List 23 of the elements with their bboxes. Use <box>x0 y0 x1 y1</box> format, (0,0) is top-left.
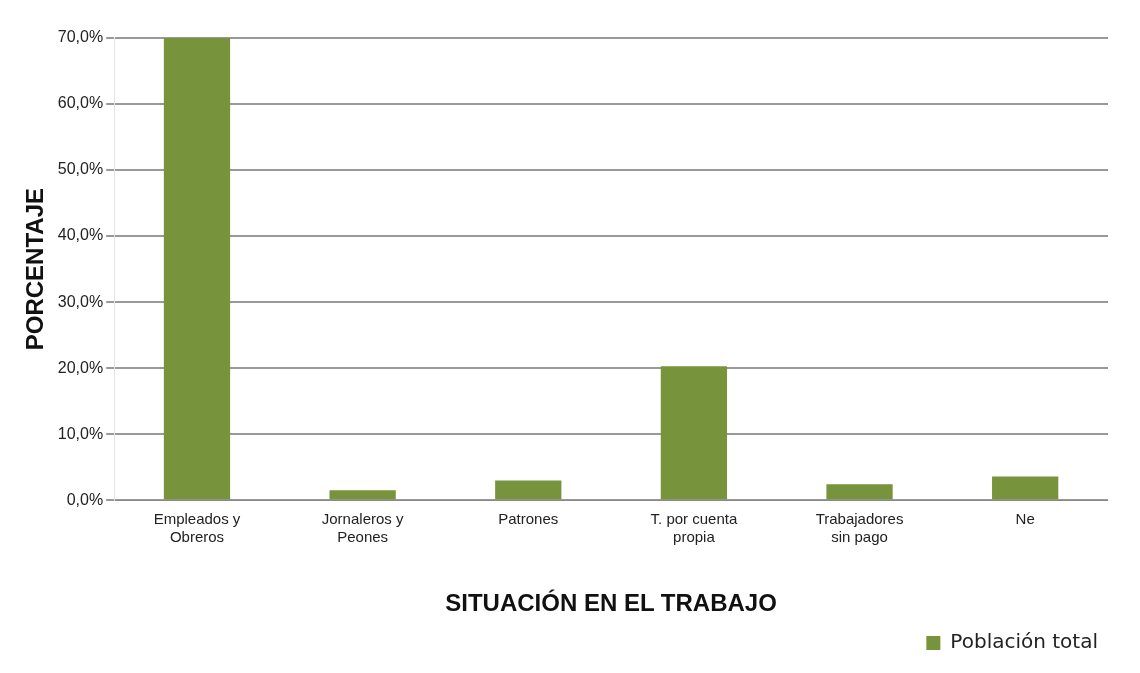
y-tick-label: 30,0% <box>57 292 104 310</box>
y-tick-label: 10,0% <box>57 424 104 442</box>
y-tick-label: 0,0% <box>66 490 104 508</box>
bar <box>495 480 562 500</box>
x-axis-title: SITUACIÓN EN EL TRABAJO <box>445 589 777 617</box>
legend-label: Población total <box>950 629 1099 654</box>
y-tick-label: 70,0% <box>57 28 104 46</box>
y-tick-label: 50,0% <box>57 160 104 178</box>
bar <box>992 476 1059 500</box>
y-tick-label: 20,0% <box>57 358 104 376</box>
y-tick-label: 60,0% <box>57 94 104 112</box>
x-tick-label: Trabajadores sin pago <box>815 510 904 546</box>
bar <box>826 484 893 500</box>
bar <box>660 366 728 500</box>
x-tick-label: Ne <box>1015 510 1035 528</box>
x-tick-label: T. por cuenta propia <box>650 510 738 546</box>
y-axis-title: PORCENTAJE <box>21 187 49 351</box>
bar <box>329 490 396 500</box>
y-tick-label: 40,0% <box>57 226 104 244</box>
x-tick-label: Patrones <box>498 510 559 528</box>
x-tick-label: Jornaleros y Peones <box>321 510 404 546</box>
x-tick-label: Empleados y Obreros <box>153 510 241 546</box>
bar <box>163 38 231 500</box>
